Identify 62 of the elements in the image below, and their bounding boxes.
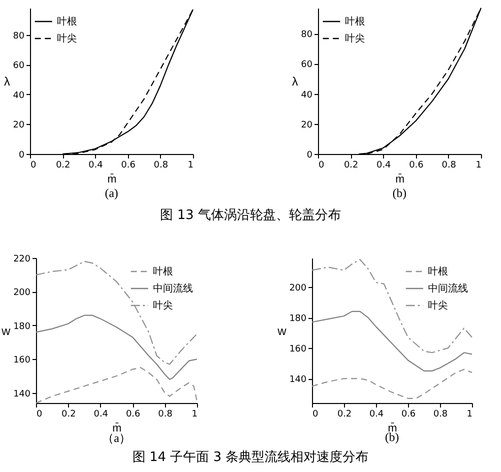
y-tick-label: 80 (13, 31, 25, 42)
y-tick-label: 40 (301, 90, 313, 100)
x-tick-label: 0.8 (154, 160, 168, 170)
legend-label: 叶尖 (153, 300, 173, 312)
y-tick-label: 180 (13, 322, 31, 332)
x-tick-label: 0.8 (158, 410, 173, 420)
x-tick-label: 0.4 (88, 160, 104, 170)
y-tick-label: 160 (13, 356, 31, 366)
x-tick-label: 0.4 (369, 410, 384, 420)
legend-label: 叶尖 (57, 32, 77, 44)
legend-label: 叶根 (57, 16, 77, 28)
caption: 图 13 气体涡沿轮盘、轮盖分布 (159, 207, 342, 224)
x-tick-label: 0.2 (56, 160, 70, 170)
y-axis-title: w (276, 324, 287, 338)
x-tick-label: 0 (36, 410, 42, 420)
y-tick-label: 140 (13, 389, 31, 400)
x-tick-label: 1 (188, 160, 194, 170)
y-tick-label: 0 (18, 150, 25, 160)
x-axis-title: m̄ (395, 172, 405, 186)
text: (b) (384, 430, 400, 445)
y-tick-label: 220 (13, 254, 31, 264)
legend-label: 叶尖 (345, 32, 365, 44)
y-axis-title: λ (292, 74, 298, 88)
legend-label: 叶尖 (428, 300, 448, 312)
y-axis-title: λ (4, 74, 10, 88)
y-tick-label: 20 (301, 120, 313, 130)
y-tick-label: 20 (13, 120, 25, 131)
legend-label: 叶根 (428, 266, 448, 278)
x-tick-label: 0.6 (401, 410, 416, 420)
x-tick-label: 0.8 (442, 160, 456, 170)
x-tick-label: 0 (318, 160, 324, 170)
x-tick-label: 1 (476, 160, 482, 170)
y-tick-label: 140 (289, 375, 307, 386)
x-tick-label: 0.4 (376, 160, 392, 170)
legend-label: 叶根 (345, 16, 365, 28)
x-tick-label: 1 (466, 410, 472, 420)
y-tick-label: 40 (13, 90, 25, 101)
x-tick-label: 0.6 (121, 160, 136, 170)
legend-label: 叶根 (153, 266, 173, 278)
y-tick-label: 180 (289, 314, 307, 324)
y-tick-label: 0 (306, 150, 313, 160)
text: (a) (104, 186, 120, 201)
x-axis-title: m̄ (107, 172, 117, 186)
caption: 图 14 子午面 3 条典型流线相对速度分布 (131, 449, 370, 466)
x-tick-label: 0.6 (126, 410, 141, 420)
legend-label: 中间流线 (428, 282, 468, 294)
y-tick-label: 60 (301, 60, 313, 70)
x-tick-label: 1 (192, 410, 198, 420)
y-tick-label: 60 (13, 61, 25, 72)
legend-label: 中间流线 (153, 282, 193, 294)
y-tick-label: 200 (13, 288, 31, 298)
x-tick-label: 0.6 (409, 160, 424, 170)
text: (b) (392, 186, 408, 201)
y-tick-label: 200 (289, 284, 307, 294)
x-tick-label: 0.2 (337, 410, 352, 420)
x-tick-label: 0.2 (344, 160, 358, 170)
x-tick-label: 0.4 (94, 410, 108, 420)
y-tick-label: 160 (289, 344, 307, 355)
x-tick-label: 0.8 (433, 410, 448, 420)
y-axis-title: w (0, 324, 11, 338)
y-tick-label: 80 (301, 30, 313, 40)
x-tick-label: 0.2 (62, 410, 76, 420)
